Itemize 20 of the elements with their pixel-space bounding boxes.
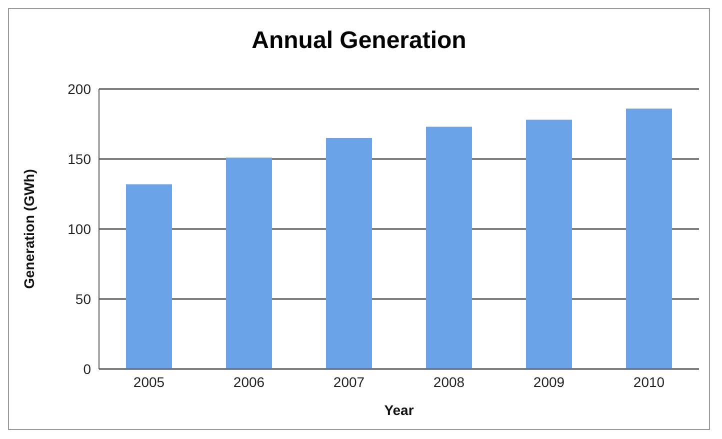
chart-title: Annual Generation (250, 26, 468, 56)
y-axis-title: Generation (GWh) (20, 169, 37, 289)
bar (526, 120, 572, 369)
x-tick-label: 2007 (333, 374, 365, 390)
x-tick-label: 2005 (133, 374, 165, 390)
x-tick-label: 2009 (533, 374, 565, 390)
bar (626, 108, 672, 369)
x-tick-label: 2008 (433, 374, 465, 390)
x-tick-label: 2010 (633, 374, 665, 390)
bar (426, 126, 472, 369)
bar (126, 184, 172, 369)
bar (226, 158, 272, 369)
y-tick-label: 200 (68, 80, 92, 97)
x-axis-title: Year (384, 402, 414, 418)
y-tick-label: 100 (68, 220, 92, 237)
y-tick-label: 50 (75, 290, 92, 307)
x-tick-label: 2006 (233, 374, 265, 390)
bar (326, 138, 372, 369)
y-tick-label: 150 (68, 150, 92, 167)
y-tick-label: 0 (83, 360, 92, 377)
